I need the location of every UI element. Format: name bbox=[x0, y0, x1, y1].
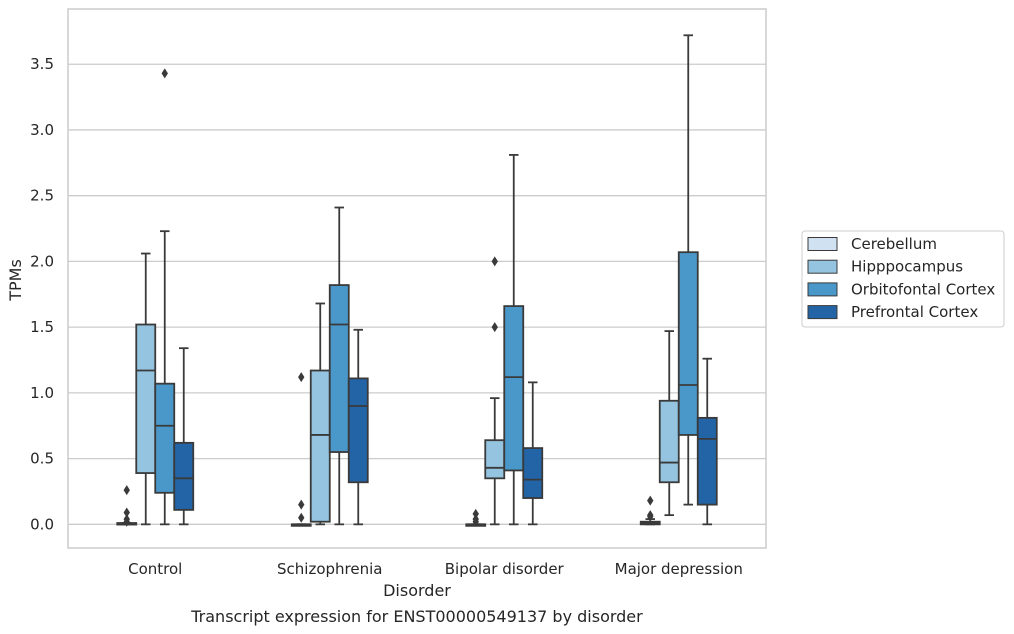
y-tick-labels: 0.0 0.5 1.0 1.5 2.0 2.5 3.0 3.5 bbox=[30, 55, 54, 533]
box-cerebellum bbox=[116, 485, 138, 527]
outlier-point bbox=[123, 516, 130, 527]
x-tick-label: Major depression bbox=[615, 560, 743, 578]
legend-label: Prefrontal Cortex bbox=[851, 303, 978, 321]
y-tick-label: 0.0 bbox=[30, 515, 54, 533]
legend-swatch bbox=[807, 259, 838, 274]
box-prefrontal-cortex bbox=[347, 328, 369, 526]
legend-swatch bbox=[807, 282, 838, 297]
box-iqr bbox=[135, 323, 157, 474]
box-cerebellum bbox=[465, 508, 487, 527]
legend-label: Orbitofontal Cortex bbox=[851, 280, 995, 298]
outlier-point bbox=[123, 507, 130, 518]
legend-label: Hipppocampus bbox=[851, 258, 963, 276]
box-iqr bbox=[173, 441, 195, 511]
box-iqr bbox=[503, 305, 525, 472]
box-iqr bbox=[328, 284, 350, 453]
box-hipppocampus bbox=[658, 330, 680, 517]
legend-frame bbox=[801, 230, 1005, 328]
y-tick-label: 3.0 bbox=[30, 121, 54, 139]
box-cerebellum bbox=[639, 495, 661, 526]
box-iqr bbox=[522, 447, 544, 499]
y-tick-label: 3.5 bbox=[30, 55, 54, 73]
outlier-point bbox=[647, 511, 654, 522]
box-hipppocampus bbox=[309, 302, 331, 526]
outlier-point bbox=[123, 485, 130, 496]
box-prefrontal-cortex bbox=[696, 357, 718, 526]
legend: Cerebellum Hipppocampus Orbitofontal Corte… bbox=[801, 230, 1005, 328]
y-tick-label: 1.0 bbox=[30, 384, 54, 402]
y-tick-label: 0.5 bbox=[30, 450, 54, 468]
box-orbitofontal-cortex bbox=[154, 68, 176, 526]
x-tick-label: Control bbox=[128, 560, 182, 578]
outlier-point bbox=[472, 508, 479, 519]
outlier-point bbox=[491, 322, 498, 333]
outlier-point bbox=[647, 495, 654, 506]
box-hipppocampus bbox=[135, 252, 157, 526]
legend-label: Cerebellum bbox=[851, 235, 937, 253]
box-iqr bbox=[696, 416, 718, 506]
box-prefrontal-cortex bbox=[173, 347, 195, 526]
box-hipppocampus bbox=[484, 256, 506, 526]
y-tick-label: 2.0 bbox=[30, 252, 54, 270]
legend-swatch bbox=[807, 305, 838, 320]
box-iqr bbox=[658, 399, 680, 484]
outlier-point bbox=[472, 516, 479, 527]
box-orbitofontal-cortex bbox=[328, 206, 350, 526]
chart-caption: Transcript expression for ENST0000054913… bbox=[190, 607, 643, 626]
outlier-point bbox=[491, 256, 498, 267]
x-tick-label: Bipolar disorder bbox=[445, 560, 565, 578]
box-iqr bbox=[347, 377, 369, 484]
x-tick-labels: Control Schizophrenia Bipolar disorder Majo… bbox=[128, 560, 743, 578]
y-tick-label: 1.5 bbox=[30, 318, 54, 336]
box-iqr bbox=[309, 369, 331, 523]
box-iqr bbox=[677, 251, 699, 436]
box-orbitofontal-cortex bbox=[677, 34, 699, 506]
box-iqr bbox=[484, 439, 506, 480]
y-axis-title: TPMs bbox=[6, 259, 25, 302]
y-tick-label: 2.5 bbox=[30, 187, 54, 205]
outlier-point bbox=[298, 512, 305, 523]
outlier-point bbox=[298, 499, 305, 510]
plot-frame bbox=[67, 8, 767, 549]
x-tick-label: Schizophrenia bbox=[277, 560, 382, 578]
outlier-point bbox=[161, 68, 168, 79]
x-axis-title: Disorder bbox=[383, 581, 451, 600]
box-orbitofontal-cortex bbox=[503, 154, 525, 526]
box-iqr bbox=[154, 382, 176, 494]
legend-swatch bbox=[807, 237, 838, 251]
plot-boxes bbox=[116, 34, 718, 527]
box-cerebellum bbox=[290, 372, 312, 527]
box-prefrontal-cortex bbox=[522, 381, 544, 526]
outlier-point bbox=[298, 372, 305, 383]
